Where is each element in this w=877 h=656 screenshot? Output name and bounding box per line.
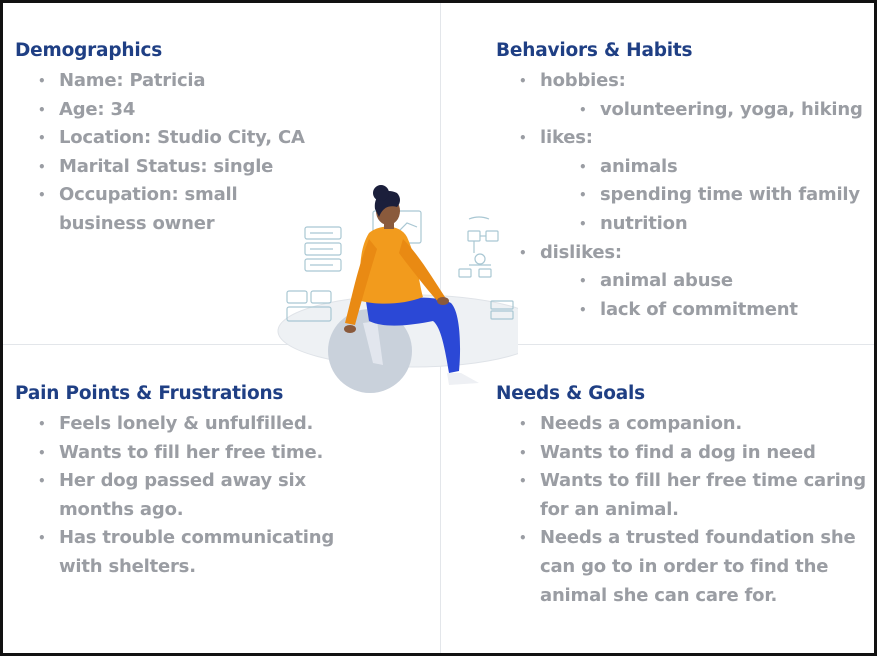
pain-points-title: Pain Points & Frustrations — [15, 383, 284, 404]
pain-point-line: with shelters. — [59, 555, 196, 577]
demographics-marital-status: Marital Status: single — [15, 153, 435, 182]
pain-points-section: Pain Points & Frustrations Feels lonely … — [15, 380, 435, 582]
pain-point-line: Has trouble communicating — [59, 527, 335, 549]
occupation-line-1: Occupation: small — [59, 184, 238, 206]
dislikes-label: dislikes: — [496, 239, 874, 268]
pain-point-item: Her dog passed away six months ago. — [15, 467, 435, 524]
like-item: spending time with family — [496, 181, 874, 210]
demographics-age: Age: 34 — [15, 96, 435, 125]
dislike-item: animal abuse — [496, 267, 874, 296]
arm-right — [399, 239, 445, 303]
needs-goals-title: Needs & Goals — [496, 383, 645, 404]
leg-back — [363, 321, 383, 365]
need-line: Needs a trusted foundation she — [540, 527, 856, 549]
pants — [365, 295, 461, 373]
need-line: animal she can care for. — [540, 584, 778, 606]
need-item: Wants to fill her free time caring for an… — [496, 467, 874, 524]
hand — [437, 297, 449, 305]
need-item: Needs a trusted foundation she can go to … — [496, 524, 874, 610]
pain-point-line: months ago. — [59, 498, 184, 520]
demographics-section: Demographics Name: Patricia Age: 34 Loca… — [15, 37, 435, 239]
pain-point-item: Has trouble communicating with shelters. — [15, 524, 435, 581]
need-line: can go to in order to find the — [540, 555, 829, 577]
pain-points-list: Feels lonely & unfulfilled. Wants to fil… — [15, 410, 435, 582]
needs-goals-list: Needs a companion. Wants to find a dog i… — [496, 410, 874, 610]
demographics-occupation: Occupation: small business owner — [15, 181, 435, 238]
behaviors-list: hobbies: volunteering, yoga, hiking like… — [496, 67, 874, 325]
hand-left — [344, 325, 356, 333]
need-line: Wants to fill her free time caring — [540, 470, 866, 492]
shoe — [447, 373, 479, 385]
hobby-item: volunteering, yoga, hiking — [496, 96, 874, 125]
behaviors-title: Behaviors & Habits — [496, 40, 693, 61]
arm-left — [345, 239, 377, 325]
demographics-name: Name: Patricia — [15, 67, 435, 96]
dislike-item: lack of commitment — [496, 296, 874, 325]
pain-point-item: Feels lonely & unfulfilled. — [15, 410, 435, 439]
behaviors-section: Behaviors & Habits hobbies: volunteering… — [496, 37, 874, 325]
likes-label: likes: — [496, 124, 874, 153]
occupation-line-2: business owner — [59, 212, 215, 234]
pain-point-item: Wants to fill her free time. — [15, 439, 435, 468]
demographics-list: Name: Patricia Age: 34 Location: Studio … — [15, 67, 435, 239]
demographics-location: Location: Studio City, CA — [15, 124, 435, 153]
like-item: nutrition — [496, 210, 874, 239]
need-item: Wants to find a dog in need — [496, 439, 874, 468]
demographics-title: Demographics — [15, 40, 163, 61]
pain-point-line: Her dog passed away six — [59, 470, 306, 492]
dashboard-cards-left — [286, 226, 342, 322]
needs-goals-section: Needs & Goals Needs a companion. Wants t… — [496, 380, 874, 610]
need-line: for an animal. — [540, 498, 679, 520]
like-item: animals — [496, 153, 874, 182]
hobbies-label: hobbies: — [496, 67, 874, 96]
need-item: Needs a companion. — [496, 410, 874, 439]
